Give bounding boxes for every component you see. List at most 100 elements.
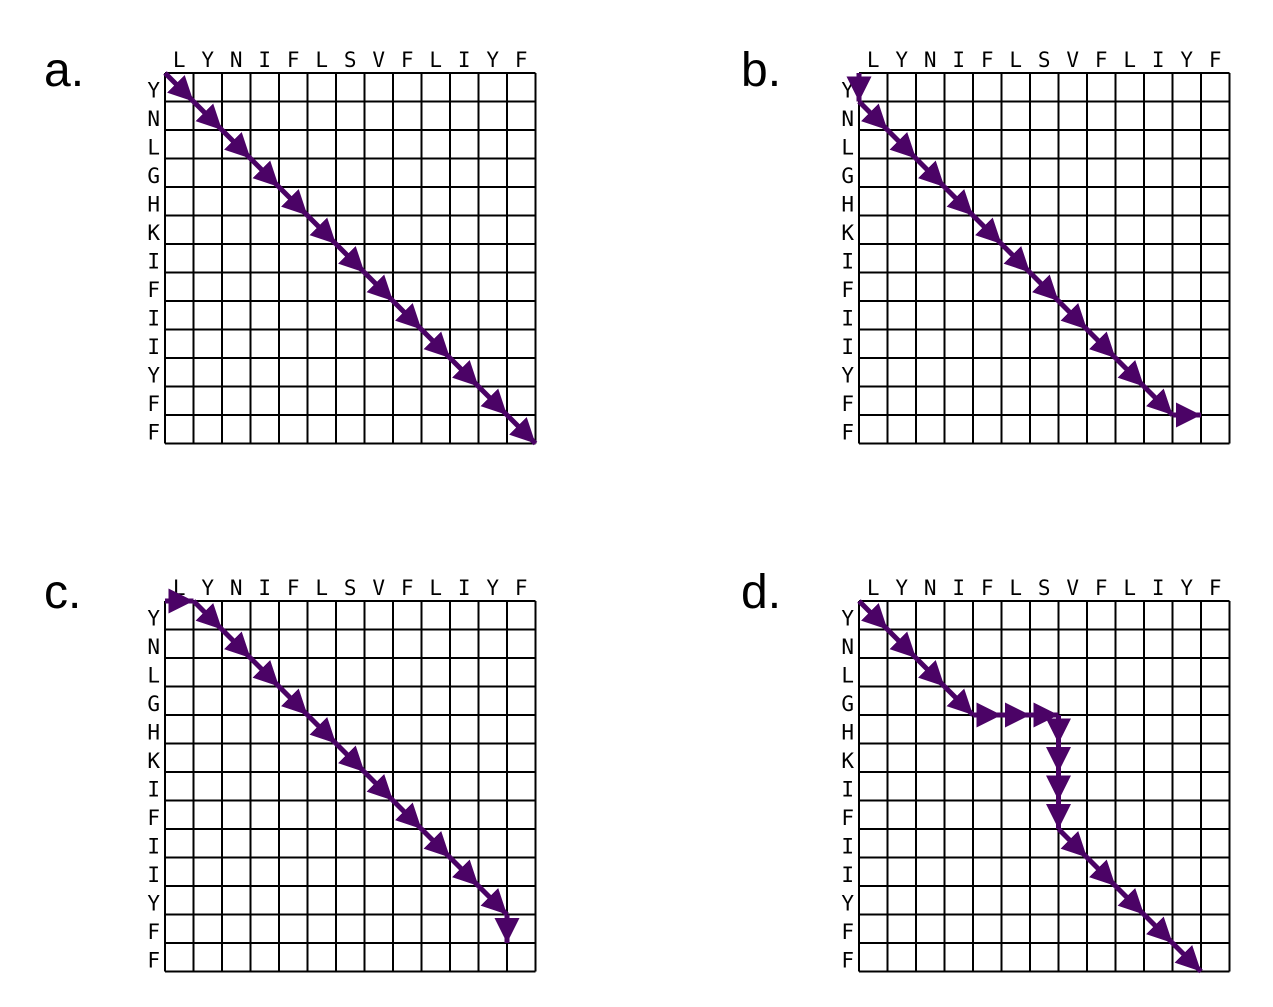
top-sequence-letter: I	[952, 48, 965, 72]
panel-label: b.	[741, 44, 781, 97]
alignment-arrow	[277, 684, 310, 717]
top-sequence-letter: I	[458, 48, 471, 72]
top-sequence-letter: N	[230, 576, 243, 600]
alignment-arrow	[942, 684, 975, 717]
alignment-arrow	[163, 71, 196, 104]
top-sequence-letter: L	[173, 576, 186, 600]
alignment-arrow	[971, 213, 1004, 246]
panel-label: c.	[44, 566, 81, 619]
alignment-arrow	[1142, 912, 1175, 945]
top-sequence-letter: L	[429, 576, 442, 600]
top-sequence-letter: I	[258, 48, 271, 72]
side-sequence-letter: F	[147, 421, 160, 445]
alignment-arrow	[419, 827, 452, 860]
top-sequence-letter: F	[287, 576, 300, 600]
top-sequence-letter: L	[1123, 576, 1136, 600]
side-sequence-letter: L	[147, 136, 160, 160]
side-sequence-letter: F	[147, 278, 160, 302]
side-sequence-letter: I	[147, 250, 160, 274]
side-sequence-letter: K	[147, 749, 160, 773]
top-sequence-letter: L	[1009, 48, 1022, 72]
side-sequence-letter: Y	[841, 892, 854, 916]
alignment-arrow	[305, 713, 338, 746]
alignment-arrow	[1170, 941, 1203, 974]
side-sequence-letter: I	[841, 307, 854, 331]
top-sequence-letter: Y	[1180, 576, 1193, 600]
alignment-arrow	[1142, 384, 1175, 417]
panel-label: d.	[741, 566, 781, 619]
alignment-arrow	[191, 599, 224, 632]
alignment-arrow	[248, 156, 281, 189]
alignment-arrow	[191, 99, 224, 132]
side-sequence-letter: H	[147, 193, 160, 217]
alignment-arrow	[857, 99, 890, 132]
side-sequence-letter: N	[841, 107, 854, 131]
top-sequence-letter: F	[1095, 48, 1108, 72]
side-sequence-letter: L	[841, 664, 854, 688]
side-sequence-letter: F	[841, 920, 854, 944]
top-sequence-letter: F	[401, 48, 414, 72]
side-sequence-letter: Y	[147, 79, 160, 103]
side-sequence-letter: F	[147, 806, 160, 830]
side-sequence-letter: F	[147, 392, 160, 416]
top-sequence-letter: S	[344, 576, 357, 600]
alignment-arrow	[391, 798, 424, 831]
alignment-arrow	[334, 242, 367, 275]
top-sequence-letter: F	[1209, 576, 1222, 600]
side-sequence-letter: H	[841, 193, 854, 217]
alignment-arrow	[362, 270, 395, 303]
side-sequence-letter: F	[841, 949, 854, 973]
top-sequence-letter: L	[867, 576, 880, 600]
top-sequence-letter: N	[230, 48, 243, 72]
side-sequence-letter: I	[841, 250, 854, 274]
side-sequence-letter: L	[147, 664, 160, 688]
alignment-arrow	[220, 128, 253, 161]
top-sequence-letter: N	[924, 576, 937, 600]
side-sequence-letter: H	[841, 721, 854, 745]
side-sequence-letter: F	[147, 949, 160, 973]
alignment-arrow	[391, 299, 424, 332]
top-sequence-letter: I	[458, 576, 471, 600]
top-sequence-letter: I	[1152, 48, 1165, 72]
top-sequence-letter: F	[515, 48, 528, 72]
side-sequence-letter: I	[147, 335, 160, 359]
top-sequence-letter: N	[924, 48, 937, 72]
alignment-arrow	[305, 213, 338, 246]
alignment-arrow	[1085, 327, 1118, 360]
alignment-arrow	[1056, 299, 1089, 332]
top-sequence-letter: Y	[201, 48, 214, 72]
alignment-arrow	[1113, 356, 1146, 389]
alignment-arrow	[885, 128, 918, 161]
alignment-arrow	[885, 627, 918, 660]
side-sequence-letter: I	[841, 335, 854, 359]
top-sequence-letter: L	[1009, 576, 1022, 600]
alignment-arrow	[476, 384, 509, 417]
side-sequence-letter: I	[147, 778, 160, 802]
side-sequence-letter: Y	[841, 79, 854, 103]
top-sequence-letter: V	[372, 576, 385, 600]
side-sequence-letter: G	[147, 164, 160, 188]
top-sequence-letter: S	[344, 48, 357, 72]
side-sequence-letter: Y	[841, 607, 854, 631]
top-sequence-letter: L	[1123, 48, 1136, 72]
side-sequence-letter: K	[147, 221, 160, 245]
top-sequence-letter: Y	[486, 576, 499, 600]
top-sequence-letter: F	[981, 576, 994, 600]
alignment-arrow	[1113, 884, 1146, 917]
side-sequence-letter: G	[841, 692, 854, 716]
alignment-arrow	[448, 356, 481, 389]
side-sequence-letter: F	[841, 806, 854, 830]
side-sequence-letter: Y	[147, 607, 160, 631]
top-sequence-letter: L	[429, 48, 442, 72]
side-sequence-letter: F	[147, 920, 160, 944]
side-sequence-letter: H	[147, 721, 160, 745]
top-sequence-letter: S	[1038, 48, 1051, 72]
top-sequence-letter: I	[952, 576, 965, 600]
alignment-arrow	[362, 770, 395, 803]
alignment-arrow	[1085, 855, 1118, 888]
side-sequence-letter: I	[841, 863, 854, 887]
top-sequence-letter: Y	[201, 576, 214, 600]
top-sequence-letter: Y	[895, 576, 908, 600]
